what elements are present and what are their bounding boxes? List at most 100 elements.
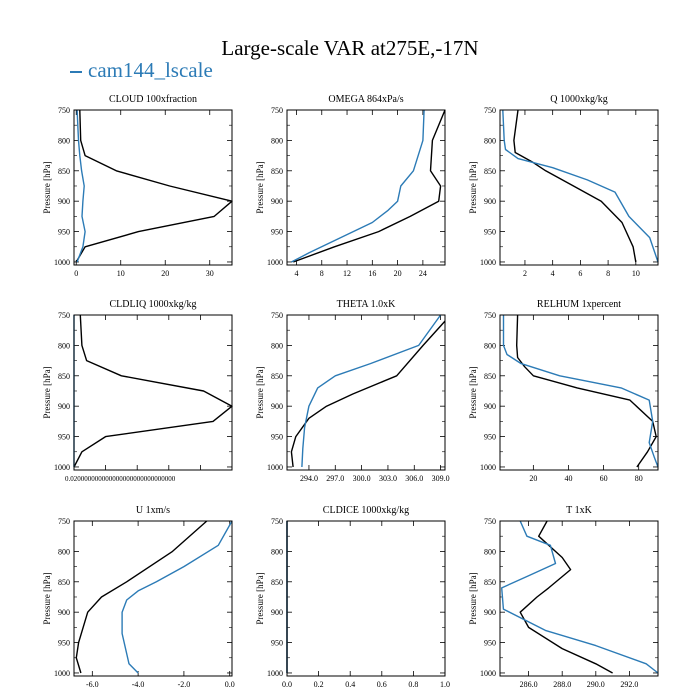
plot-frame	[73, 109, 233, 266]
plot-frame	[499, 520, 659, 677]
y-tick-label: 900	[58, 608, 70, 617]
x-tick-label: 6	[578, 269, 582, 278]
series-line-blue	[76, 109, 86, 263]
x-tick-label: 1.0	[440, 680, 450, 689]
y-tick-label: 800	[484, 341, 496, 350]
x-tick-label: 10	[117, 269, 125, 278]
x-tick-label: -6.0	[86, 680, 99, 689]
panel-title: OMEGA 864xPa/s	[328, 94, 403, 105]
y-tick-label: 850	[271, 578, 283, 587]
y-tick-label: 800	[271, 136, 283, 145]
panel-title: Q 1000xkg/kg	[550, 94, 608, 105]
x-tick-label: 300.0	[353, 474, 371, 483]
x-tick-label: 292.0	[620, 680, 638, 689]
y-tick-label: 900	[58, 402, 70, 411]
x-tick-label: 8	[320, 269, 324, 278]
y-tick-label: 900	[484, 608, 496, 617]
y-tick-label: 750	[484, 106, 496, 115]
legend: cam144_lscale	[70, 58, 213, 83]
y-tick-label: 850	[58, 372, 70, 381]
y-tick-label: 1000	[267, 258, 283, 267]
panel-3: Q 1000xkg/kg Pressure [hPa] 750 800 850 900 95…	[468, 94, 659, 278]
y-axis-label: Pressure [hPa]	[42, 161, 52, 213]
x-tick-label: 10	[632, 269, 640, 278]
y-tick-label: 900	[484, 402, 496, 411]
y-tick-label: 800	[271, 341, 283, 350]
x-tick-label: 16	[368, 269, 376, 278]
y-tick-label: 900	[271, 197, 283, 206]
x-tick-label: 0.0	[282, 680, 292, 689]
legend-line-swatch	[70, 71, 82, 74]
series-line-black	[516, 314, 657, 468]
y-axis-label: Pressure [hPa]	[255, 572, 265, 624]
x-tick-label: 20	[394, 269, 402, 278]
x-tick-label: 4	[551, 269, 555, 278]
x-tick-label: 286.0	[520, 680, 538, 689]
y-tick-label: 850	[484, 167, 496, 176]
y-tick-label: 1000	[267, 463, 283, 472]
y-axis-label: Pressure [hPa]	[42, 366, 52, 418]
x-tick-label: 0.4	[345, 680, 355, 689]
panel-1: CLOUD 100xfraction Pressure [hPa] 750 800 85…	[42, 94, 233, 278]
x-tick-label: 60	[600, 474, 608, 483]
y-tick-label: 1000	[480, 258, 496, 267]
y-tick-label: 800	[484, 136, 496, 145]
y-tick-label: 900	[271, 608, 283, 617]
series-line-blue	[502, 109, 659, 263]
panel-title: U 1xm/s	[136, 505, 170, 516]
x-tick-label: 0	[74, 269, 78, 278]
x-tick-label: 309.0	[432, 474, 450, 483]
y-tick-label: 1000	[480, 669, 496, 678]
y-tick-label: 750	[271, 311, 283, 320]
x-tick-label: 40	[564, 474, 572, 483]
y-axis-label: Pressure [hPa]	[42, 572, 52, 624]
y-axis-label: Pressure [hPa]	[255, 366, 265, 418]
x-tick-label: 80	[635, 474, 643, 483]
plot-frame	[499, 109, 659, 266]
y-tick-label: 900	[484, 197, 496, 206]
x-tick-label: -4.0	[132, 680, 145, 689]
x-tick-label: 0.2	[314, 680, 324, 689]
y-tick-label: 800	[58, 547, 70, 556]
x-tick-label: -2.0	[178, 680, 191, 689]
y-tick-label: 850	[271, 372, 283, 381]
y-tick-label: 850	[58, 578, 70, 587]
y-tick-label: 850	[484, 578, 496, 587]
plot-frame	[286, 109, 446, 266]
series-line-black	[75, 520, 208, 674]
panel-7: U 1xm/s Pressure [hPa] 750 800 850 900 950 1000…	[42, 505, 235, 689]
x-tick-label: 0.0	[225, 680, 235, 689]
x-tick-label: 303.0	[379, 474, 397, 483]
y-tick-label: 1000	[54, 669, 70, 678]
series-line-black	[73, 314, 233, 468]
series-line-black	[290, 320, 446, 468]
y-tick-label: 800	[58, 341, 70, 350]
panel-title: CLDICE 1000xkg/kg	[323, 505, 409, 516]
y-tick-label: 750	[271, 517, 283, 526]
x-tick-label: 288.0	[553, 680, 571, 689]
panel-6: RELHUM 1xpercent Pressure [hPa] 750 800 850 9…	[468, 299, 659, 483]
y-tick-label: 850	[271, 167, 283, 176]
plot-frame	[286, 520, 446, 677]
y-axis-label: Pressure [hPa]	[468, 572, 478, 624]
y-axis-label: Pressure [hPa]	[468, 366, 478, 418]
y-tick-label: 1000	[480, 463, 496, 472]
y-tick-label: 950	[271, 228, 283, 237]
figure-title: Large-scale VAR at275E,-17N	[221, 36, 479, 60]
y-tick-label: 750	[484, 517, 496, 526]
x-tick-label: 0.020000000000000000000000000000	[65, 475, 176, 483]
panel-title: CLDLIQ 1000xkg/kg	[110, 299, 197, 310]
y-tick-label: 900	[58, 197, 70, 206]
y-tick-label: 950	[58, 433, 70, 442]
x-tick-label: 24	[419, 269, 427, 278]
x-tick-label: 0.6	[377, 680, 387, 689]
panel-5: THETA 1.0xK Pressure [hPa] 750 800 850 900 950…	[255, 299, 450, 483]
x-tick-label: 297.0	[326, 474, 344, 483]
y-tick-label: 1000	[267, 669, 283, 678]
y-tick-label: 1000	[54, 463, 70, 472]
plot-frame	[286, 314, 446, 471]
x-tick-label: 12	[343, 269, 351, 278]
y-tick-label: 750	[271, 106, 283, 115]
panel-title: CLOUD 100xfraction	[109, 94, 197, 105]
